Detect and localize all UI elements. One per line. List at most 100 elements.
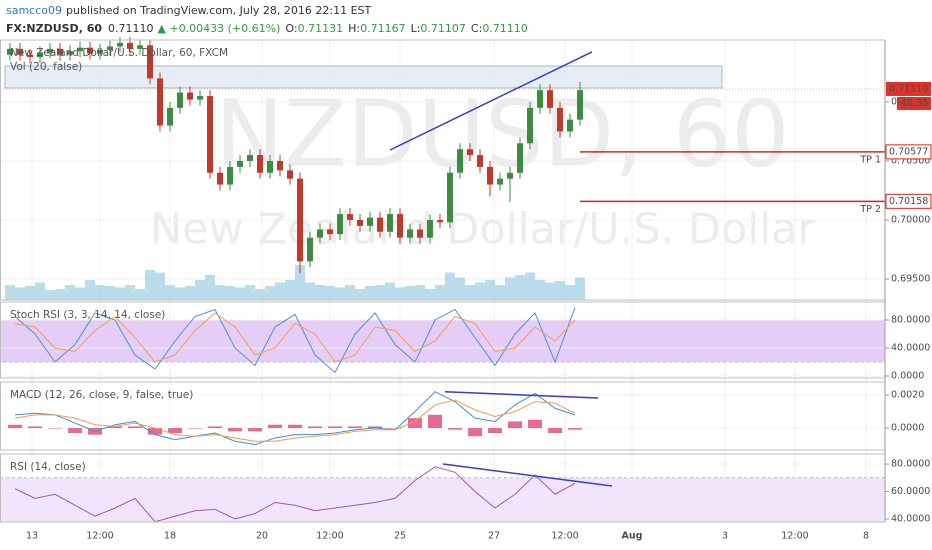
- x-tick-label: 3: [722, 531, 728, 542]
- histogram-bar: [508, 421, 522, 429]
- ohlc-label: O:: [285, 22, 297, 35]
- candle-body: [557, 107, 563, 132]
- volume-bar: [185, 286, 195, 300]
- candle-body: [497, 178, 503, 185]
- histogram-bar: [128, 426, 142, 429]
- pane-title: RSI (14, close): [10, 461, 86, 473]
- candle-body: [297, 178, 303, 262]
- candle-body: [357, 219, 363, 226]
- histogram-bar: [368, 426, 382, 429]
- zone: [4, 65, 723, 89]
- level-name: TP 1: [859, 154, 881, 165]
- volume-bar: [325, 286, 335, 300]
- candle-body: [447, 172, 453, 223]
- level-tag: [885, 144, 932, 160]
- author: samcco09: [6, 4, 62, 17]
- candle-body: [377, 217, 383, 232]
- volume-bar: [575, 277, 585, 300]
- volume-bar: [495, 285, 505, 300]
- candle-body: [67, 51, 73, 55]
- volume-bar: [195, 280, 205, 300]
- series-line: [14, 307, 576, 374]
- candle-body: [247, 155, 253, 161]
- volume-bar: [175, 287, 185, 300]
- candle-body: [217, 172, 223, 185]
- candle-body: [37, 52, 43, 58]
- volume-bar: [515, 275, 525, 300]
- candle-body: [337, 214, 343, 235]
- histogram-bar: [568, 428, 582, 430]
- volume-bar: [375, 285, 385, 300]
- y-tick-label: 0.69500: [891, 273, 930, 284]
- ohlc-value: 0.71110: [482, 22, 528, 35]
- y-tick-label: 0.70500: [891, 155, 930, 166]
- ohlc-label: L:: [411, 22, 421, 35]
- candle-body: [237, 160, 243, 167]
- histogram-bar: [428, 414, 442, 429]
- histogram-bar: [348, 426, 362, 429]
- candle-body: [57, 48, 63, 55]
- candle-body: [507, 172, 513, 179]
- volume-bar: [295, 265, 305, 300]
- volume-bar: [485, 280, 495, 300]
- candle-body: [127, 42, 133, 49]
- volume-bar: [415, 285, 425, 300]
- volume-bar: [285, 280, 295, 300]
- candle-body: [97, 50, 103, 54]
- y-tick-label: 0.0000: [891, 423, 924, 434]
- level-tag-label: 0.70158: [889, 196, 928, 207]
- candle-body: [117, 42, 123, 47]
- trendline: [444, 390, 599, 399]
- countdown-tag: [897, 96, 931, 110]
- volume-bar: [445, 272, 455, 300]
- series-line: [14, 391, 576, 446]
- ohlc-label: H:: [348, 22, 360, 35]
- volume-bar: [155, 272, 165, 300]
- y-tick-label: 80.0000: [891, 459, 930, 470]
- candle-body: [417, 229, 423, 238]
- candle-body: [177, 92, 183, 108]
- candle-body: [467, 149, 473, 156]
- y-tick-label: 80.0000: [891, 314, 930, 325]
- candle-body: [577, 90, 583, 120]
- x-tick-label: 20: [256, 531, 268, 542]
- watermark: New Zealand Dollar/U.S. Dollar: [150, 205, 815, 255]
- histogram-bar: [468, 428, 482, 437]
- pane-title: New Zealand Dollar/U.S. Dollar, 60, FXCM: [10, 47, 228, 59]
- candle-body: [147, 45, 153, 79]
- histogram-bar: [108, 426, 122, 429]
- candle-body: [107, 46, 113, 51]
- histogram-bar: [248, 428, 262, 432]
- candle-body: [77, 47, 83, 52]
- candle-body: [317, 229, 323, 238]
- volume-bar: [165, 285, 175, 300]
- price-tag-label: 0.71110: [889, 83, 928, 94]
- ohlc-value: 0.71167: [360, 22, 406, 35]
- volume-title: Vol (20, false): [10, 61, 82, 73]
- candle-body: [227, 166, 233, 185]
- series-line: [14, 312, 576, 363]
- volume-bar: [275, 282, 285, 300]
- volume-bar: [85, 280, 95, 300]
- volume-bar: [95, 285, 105, 300]
- candle-body: [207, 96, 213, 173]
- candle-body: [547, 90, 553, 108]
- candle-body: [267, 160, 273, 173]
- volume-bar: [455, 277, 465, 300]
- candle-body: [537, 90, 543, 108]
- candle-body: [167, 107, 173, 126]
- volume-bar: [55, 289, 65, 300]
- x-tick-label: 12:00: [781, 531, 808, 542]
- histogram-bar: [528, 419, 542, 429]
- volume-bar: [215, 285, 225, 300]
- volume-bar: [205, 275, 215, 300]
- trendline: [442, 463, 613, 487]
- countdown: 48:35: [901, 98, 928, 109]
- histogram-bar: [308, 426, 322, 429]
- histogram-bar: [48, 428, 62, 429]
- candle-body: [407, 229, 413, 238]
- volume-bar: [65, 285, 75, 300]
- candle-body: [397, 214, 403, 238]
- volume-bar: [305, 282, 315, 300]
